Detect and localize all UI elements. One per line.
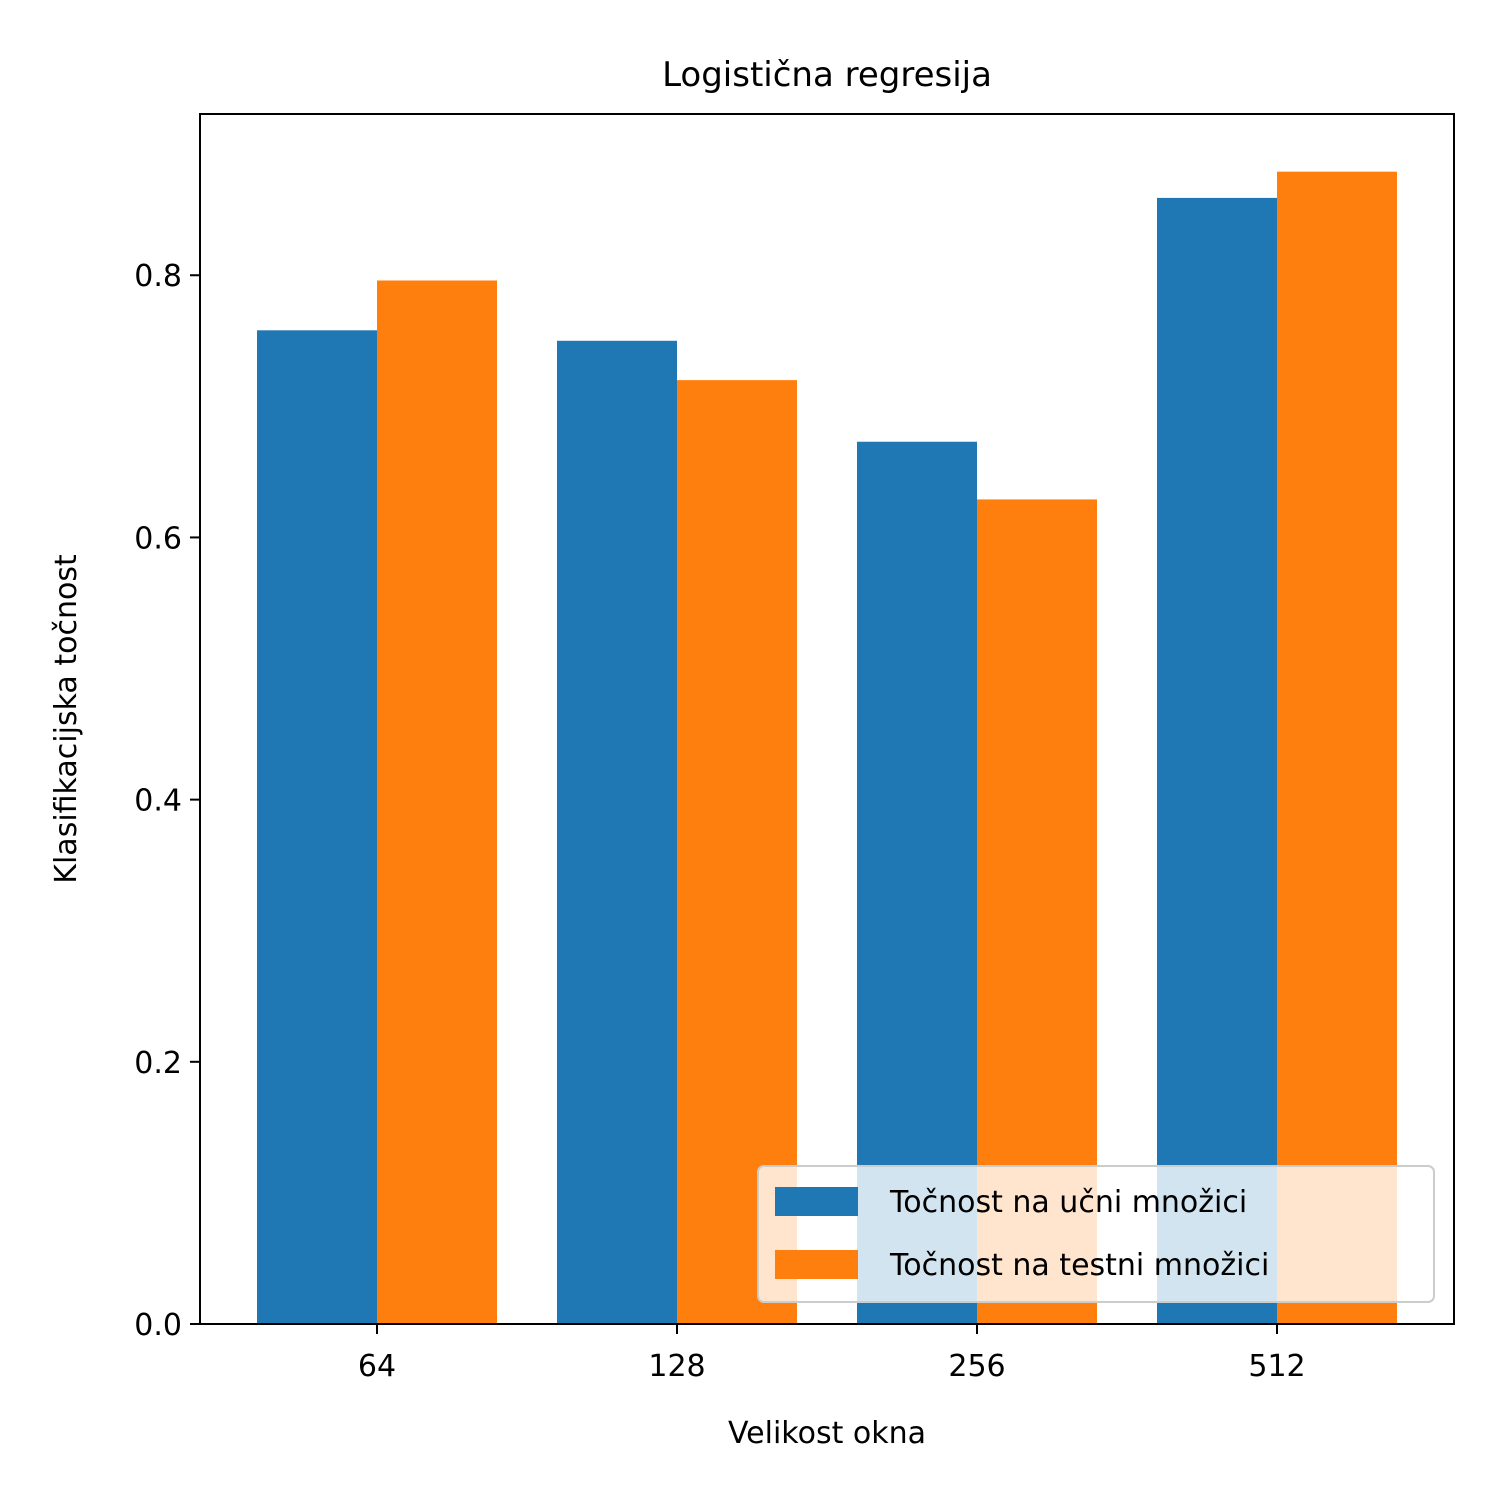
- x-axis-label: Velikost okna: [728, 1416, 926, 1451]
- y-tick-label: 0.8: [134, 259, 182, 294]
- y-axis: 0.0 0.2 0.4 0.6 0.8: [134, 259, 200, 1343]
- legend-label: Točnost na učni množici: [889, 1185, 1247, 1220]
- legend: Točnost na učni množici Točnost na testni…: [757, 1165, 1435, 1303]
- bar-test-64: [377, 280, 497, 1324]
- y-tick-label: 0.2: [134, 1046, 182, 1081]
- bar-test-512: [1277, 171, 1397, 1324]
- x-axis: 64 128 256 512: [358, 1324, 1306, 1384]
- x-tick-label: 512: [1248, 1349, 1305, 1384]
- legend-label: Točnost na testni množici: [889, 1248, 1269, 1283]
- x-tick-label: 128: [648, 1349, 705, 1384]
- bar-train-512: [1157, 197, 1277, 1324]
- y-tick-label: 0.0: [134, 1308, 182, 1343]
- bar-train-64: [257, 330, 377, 1324]
- bar-train-128: [557, 340, 677, 1324]
- y-axis-label: Klasifikacijska točnost: [49, 554, 84, 884]
- legend-swatch: [775, 1187, 858, 1216]
- y-tick-label: 0.4: [134, 784, 182, 819]
- plot-frame: [199, 113, 1455, 1325]
- legend-swatch: [775, 1250, 858, 1279]
- x-tick-label: 256: [948, 1349, 1005, 1384]
- legend-box: [757, 1165, 1435, 1303]
- x-tick-label: 64: [358, 1349, 396, 1384]
- chart-title: Logistična regresija: [662, 55, 992, 95]
- bars-group: [257, 171, 1397, 1324]
- y-tick-label: 0.6: [134, 521, 182, 556]
